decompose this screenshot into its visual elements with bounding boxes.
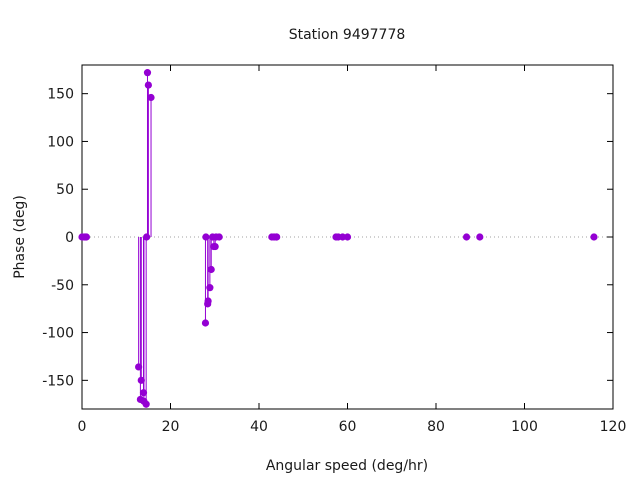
data-point (462, 233, 471, 241)
y-axis-label: Phase (deg) (12, 195, 28, 279)
plot-area: 0 20 40 60 80 100 120 -150 -100 -50 0 50 100 150 (42, 64, 627, 435)
x-tick-label: 0 (78, 419, 87, 435)
data-point (206, 284, 214, 292)
x-tick-label: 100 (511, 419, 538, 435)
y-tick-label: 100 (47, 134, 74, 150)
x-tick-label: 120 (600, 419, 627, 435)
data-point (201, 319, 210, 327)
x-tick-label: 40 (250, 419, 268, 435)
data-point (204, 297, 212, 305)
data-point (137, 376, 145, 384)
data-point (147, 93, 155, 102)
data-point (144, 81, 152, 89)
chart-title: Station 9497778 (289, 27, 406, 43)
y-tick-label: 0 (65, 230, 74, 246)
y-tick-label: -50 (51, 278, 74, 294)
data-point (82, 233, 91, 241)
data-point (142, 400, 150, 408)
y-tick-label: 50 (56, 182, 74, 198)
data-point (135, 363, 143, 371)
y-tick-label: -100 (42, 326, 74, 342)
data-point (211, 242, 219, 251)
y-tick-label: -150 (42, 373, 74, 389)
data-point (139, 389, 148, 397)
data-point (202, 233, 210, 241)
y-tick-label: 150 (47, 87, 74, 103)
data-point (590, 233, 598, 241)
data-point (343, 233, 352, 241)
x-tick-label: 60 (339, 419, 357, 435)
data-point (143, 233, 151, 241)
x-tick-label: 80 (427, 419, 445, 435)
data-point (143, 69, 152, 77)
data-point (207, 265, 215, 274)
x-tick-label: 20 (162, 419, 180, 435)
data-point (215, 233, 223, 241)
data-point (273, 233, 281, 241)
x-axis-label: Angular speed (deg/hr) (266, 458, 428, 474)
data-point (476, 233, 484, 241)
